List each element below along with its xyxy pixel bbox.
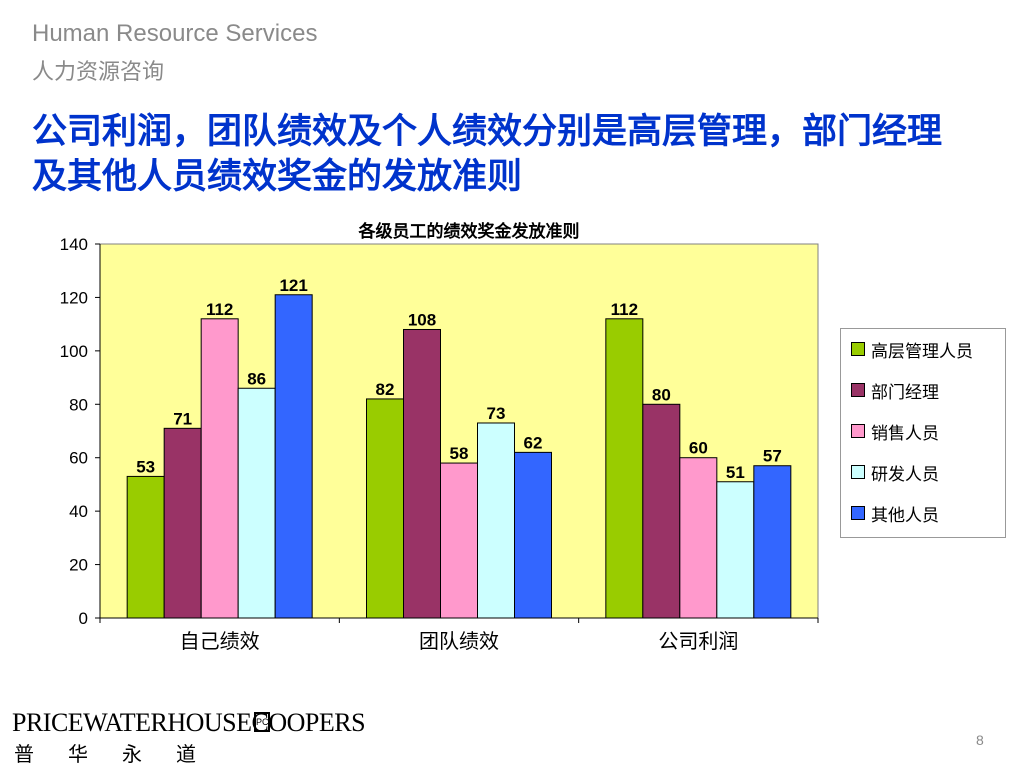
bar [716,481,755,619]
logo-wordmark: PRICEWATERHOUSECOOPERS [12,708,366,737]
data-label: 53 [136,457,155,476]
logo-chinese-name: 普华永道 [14,742,230,766]
company-logo: PRICEWATERHOUSECOOPERS PC 普华永道 [10,704,366,766]
data-label: 112 [206,300,233,319]
data-label: 60 [689,439,708,458]
bar-chart: 各级员工的绩效奖金发放准则 0 20 40 60 80 100 120 140 自己绩效 53 71 1… [60,221,819,653]
data-label: 73 [487,404,506,423]
legend-swatch [851,424,865,438]
y-tick-label: 80 [69,395,88,414]
y-tick-label: 40 [69,502,88,521]
legend-swatch [851,506,865,520]
bar [366,398,404,619]
y-tick-label: 120 [60,288,88,307]
legend-label: 部门经理 [871,382,939,403]
bar [514,451,552,619]
bar [274,294,313,619]
bar [163,427,202,619]
y-tick-label: 60 [69,449,88,468]
data-label: 57 [763,447,782,466]
legend-item: 研发人员 [851,462,939,485]
legend-label: 高层管理人员 [871,341,973,362]
legend-swatch [851,465,865,479]
bar [403,328,441,619]
data-label: 82 [376,380,395,399]
bar [477,422,515,619]
y-tick-label: 100 [60,342,88,361]
data-label: 121 [279,276,307,295]
chart-title: 各级员工的绩效奖金发放准则 [358,221,580,242]
y-tick-label: 140 [60,235,88,254]
bar [440,462,478,619]
bar [642,403,681,619]
data-label: 71 [173,409,192,428]
data-label: 80 [652,385,671,404]
bar [605,318,644,619]
bar [237,387,276,619]
bar [753,465,792,619]
bar [200,318,239,619]
legend-swatch [851,342,865,356]
legend-item: 高层管理人员 [851,339,973,362]
bar [679,457,718,619]
legend-label: 研发人员 [871,464,939,485]
x-category-label: 团队绩效 [419,629,499,653]
data-label: 86 [247,369,266,388]
logo-emblem-icon: PC [254,712,270,732]
slide-title: 公司利润，团队绩效及个人绩效分别是高层管理，部门经理及其他人员绩效奖金的发放准则 [32,112,943,197]
legend-item: 其他人员 [851,503,939,526]
y-tick-label: 20 [69,556,88,575]
data-label: 112 [611,300,638,319]
chart-legend: 高层管理人员 部门经理销售人员研发人员其他人员 [840,328,1006,538]
legend-item: 部门经理 [851,380,939,403]
legend-label: 其他人员 [871,505,939,526]
page-number: 8 [976,732,984,748]
legend-label: 销售人员 [871,423,939,444]
data-label: 108 [408,310,436,329]
legend-swatch [851,383,865,397]
data-label: 58 [450,444,469,463]
y-tick-label: 0 [79,609,88,628]
legend-item: 销售人员 [851,421,939,444]
data-label: 62 [524,433,543,452]
header-title-cn: 人力资源咨询 [32,59,165,84]
bar [126,475,165,619]
x-category-label: 自己绩效 [180,629,260,653]
data-label: 51 [726,463,745,482]
header-title-en: Human Resource Services [32,20,318,47]
x-category-label: 公司利润 [658,629,738,653]
